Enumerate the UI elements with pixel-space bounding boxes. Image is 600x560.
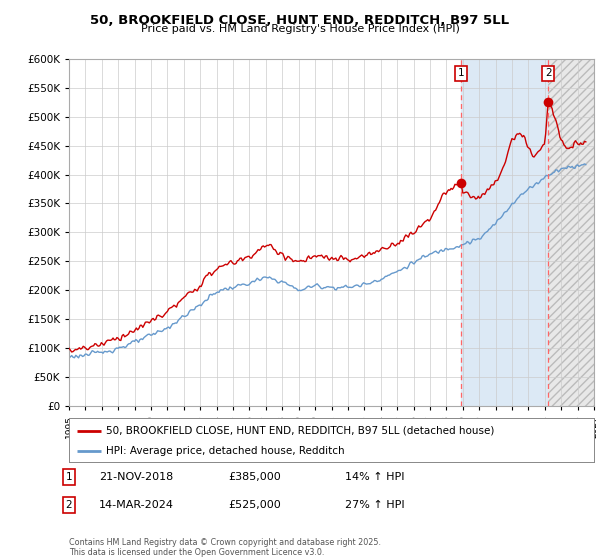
Text: 14-MAR-2024: 14-MAR-2024 [99,500,174,510]
Bar [461,59,548,406]
Text: £385,000: £385,000 [228,472,281,482]
Text: 50, BROOKFIELD CLOSE, HUNT END, REDDITCH, B97 5LL (detached house): 50, BROOKFIELD CLOSE, HUNT END, REDDITCH… [106,426,494,436]
Text: 14% ↑ HPI: 14% ↑ HPI [345,472,404,482]
Bar [548,59,594,406]
Text: 50, BROOKFIELD CLOSE, HUNT END, REDDITCH, B97 5LL: 50, BROOKFIELD CLOSE, HUNT END, REDDITCH… [91,14,509,27]
Text: 21-NOV-2018: 21-NOV-2018 [99,472,173,482]
Text: HPI: Average price, detached house, Redditch: HPI: Average price, detached house, Redd… [106,446,344,456]
Text: 2: 2 [65,500,73,510]
Text: Price paid vs. HM Land Registry's House Price Index (HPI): Price paid vs. HM Land Registry's House … [140,24,460,34]
Text: £525,000: £525,000 [228,500,281,510]
Text: 27% ↑ HPI: 27% ↑ HPI [345,500,404,510]
Text: 1: 1 [65,472,73,482]
Text: 2: 2 [545,68,551,78]
Text: Contains HM Land Registry data © Crown copyright and database right 2025.
This d: Contains HM Land Registry data © Crown c… [69,538,381,557]
Text: 1: 1 [458,68,464,78]
